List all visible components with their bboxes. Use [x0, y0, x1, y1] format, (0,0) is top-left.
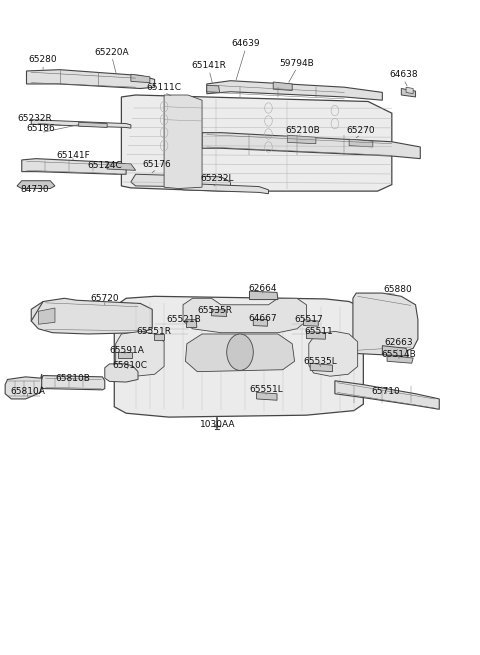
Text: 65535L: 65535L [304, 358, 337, 366]
Polygon shape [183, 298, 306, 333]
Polygon shape [335, 381, 439, 409]
Polygon shape [107, 162, 136, 170]
Text: 65232R: 65232R [18, 114, 52, 123]
Polygon shape [105, 364, 138, 382]
Polygon shape [118, 352, 132, 358]
Polygon shape [253, 319, 267, 326]
Text: 65210B: 65210B [285, 126, 320, 135]
Text: 65124C: 65124C [87, 161, 122, 170]
Polygon shape [202, 133, 420, 159]
Text: 62663: 62663 [384, 338, 413, 347]
Text: 65517: 65517 [294, 315, 323, 324]
Polygon shape [207, 85, 219, 92]
Polygon shape [114, 296, 363, 417]
Text: 64667: 64667 [249, 314, 277, 323]
Polygon shape [17, 181, 55, 189]
Polygon shape [349, 139, 373, 147]
Polygon shape [310, 364, 333, 371]
Polygon shape [185, 334, 295, 371]
Polygon shape [26, 69, 155, 88]
Polygon shape [179, 183, 268, 194]
Text: 84730: 84730 [21, 185, 49, 194]
Polygon shape [306, 331, 325, 339]
Text: 65535R: 65535R [198, 305, 233, 314]
Polygon shape [121, 95, 392, 191]
Text: 59794B: 59794B [279, 59, 314, 67]
Polygon shape [387, 356, 413, 364]
Text: 65186: 65186 [26, 124, 55, 133]
Polygon shape [79, 122, 107, 128]
Text: 65111C: 65111C [146, 83, 181, 92]
Text: 65141R: 65141R [192, 62, 227, 70]
Text: 65176: 65176 [143, 160, 171, 169]
Text: 65551R: 65551R [136, 327, 171, 336]
Polygon shape [154, 334, 164, 341]
Polygon shape [186, 320, 197, 328]
Text: 65521B: 65521B [167, 315, 202, 324]
Circle shape [227, 334, 253, 370]
Polygon shape [31, 120, 131, 128]
Text: 65280: 65280 [29, 56, 58, 64]
Text: 65810B: 65810B [56, 375, 90, 383]
Text: 65232L: 65232L [201, 174, 234, 183]
Text: 65591A: 65591A [109, 346, 144, 356]
Polygon shape [250, 291, 278, 299]
Polygon shape [383, 346, 408, 356]
Polygon shape [116, 331, 164, 376]
Polygon shape [131, 74, 150, 83]
Polygon shape [31, 298, 152, 334]
Text: 64639: 64639 [231, 39, 260, 48]
Text: 65810A: 65810A [10, 387, 45, 396]
Polygon shape [22, 159, 126, 174]
Text: 65141F: 65141F [56, 151, 90, 160]
Text: 65551L: 65551L [249, 385, 283, 394]
Polygon shape [257, 392, 277, 400]
Polygon shape [164, 95, 202, 189]
Text: 62664: 62664 [249, 284, 277, 293]
Text: 65220A: 65220A [95, 48, 129, 57]
Text: 65720: 65720 [90, 294, 119, 303]
Text: 1030AA: 1030AA [200, 420, 235, 429]
Polygon shape [303, 320, 318, 326]
Text: 65511: 65511 [304, 327, 333, 336]
Text: 65880: 65880 [383, 286, 412, 294]
Text: 64638: 64638 [389, 70, 418, 79]
Polygon shape [309, 331, 358, 376]
Polygon shape [406, 87, 413, 94]
Text: 65710: 65710 [372, 387, 400, 396]
Polygon shape [5, 374, 42, 399]
Text: 65270: 65270 [347, 126, 375, 135]
Polygon shape [40, 375, 105, 390]
Text: 65810C: 65810C [112, 362, 147, 370]
Polygon shape [273, 82, 292, 90]
Text: 65514B: 65514B [382, 350, 416, 359]
Polygon shape [353, 293, 418, 355]
Polygon shape [38, 308, 55, 324]
Polygon shape [131, 174, 230, 188]
Polygon shape [212, 309, 227, 316]
Polygon shape [288, 136, 316, 143]
Polygon shape [207, 81, 383, 100]
Polygon shape [401, 88, 416, 97]
